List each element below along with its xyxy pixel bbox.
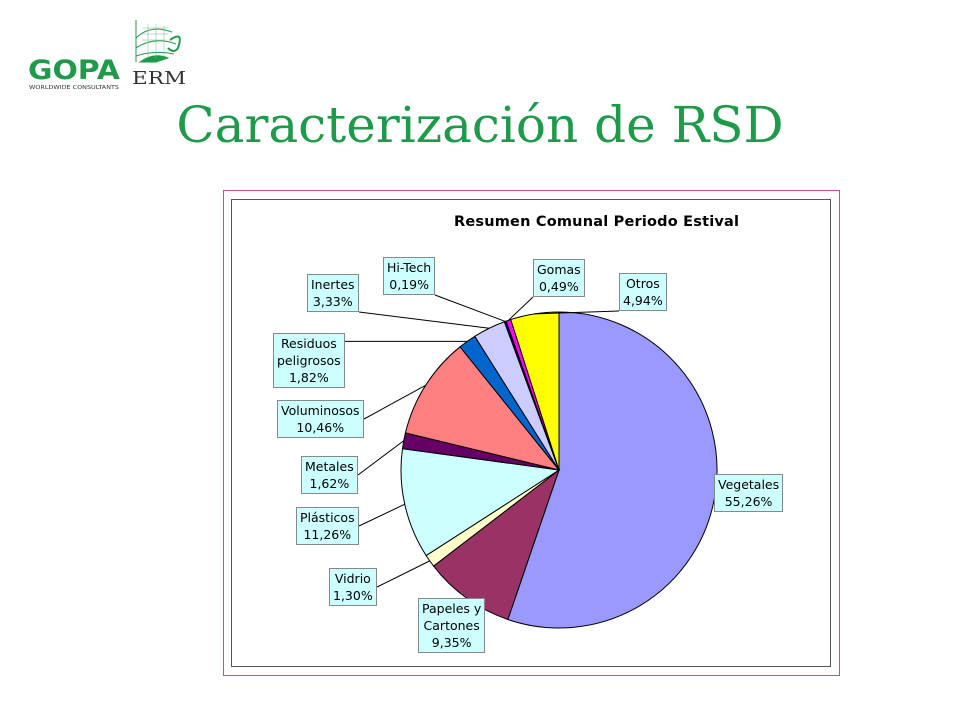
data-label-line: Vegetales <box>718 477 780 492</box>
data-label-line: 1,82% <box>288 370 329 385</box>
leader-line <box>508 296 534 321</box>
data-label-pl-sticos: Plásticos 11,26% <box>296 507 359 545</box>
data-label-otros: Otros 4,94% <box>619 273 667 311</box>
data-label-line: Papeles y <box>422 601 482 616</box>
chart-title: Resumen Comunal Periodo Estival <box>454 214 740 230</box>
data-label-line: 1,30% <box>333 588 373 603</box>
data-label-line: 9,35% <box>431 635 472 650</box>
data-label-hi-tech: Hi-Tech 0,19% <box>383 257 436 295</box>
leader-line <box>376 560 430 588</box>
data-label-line: 4,94% <box>623 293 663 308</box>
data-label-line: Voluminosos <box>281 403 360 418</box>
data-label-vidrio: Vidrio 1,30% <box>329 568 377 606</box>
erm-leaf-icon <box>135 20 181 63</box>
leader-line <box>358 503 405 527</box>
leader-line <box>357 440 405 476</box>
data-label-line: 10,46% <box>296 420 345 435</box>
data-label-line: Inertes <box>311 277 355 292</box>
chart-plot-area: Resumen Comunal Periodo Estival Vegetale… <box>231 199 831 667</box>
gopa-logo: GOPA WORLDWIDE CONSULTANTS <box>28 55 120 91</box>
data-label-metales: Metales 1,62% <box>301 456 358 494</box>
data-label-line: 0,19% <box>389 277 429 292</box>
gopa-logo-subtext: WORLDWIDE CONSULTANTS <box>29 85 119 91</box>
data-label-line: Hi-Tech <box>387 260 432 275</box>
data-label-line: Cartones <box>423 618 480 633</box>
data-label-residuos-peligrosos: Residuos peligrosos 1,82% <box>273 333 345 388</box>
gopa-logo-text: GOPA <box>28 55 120 86</box>
slide-title: Caracterización de RSD <box>176 96 784 154</box>
data-label-vegetales: Vegetales 55,26% <box>714 474 784 512</box>
leader-line <box>534 310 620 315</box>
pie-slice-pl-sticos <box>400 448 561 557</box>
data-label-line: Vidrio <box>334 571 371 586</box>
data-label-voluminosos: Voluminosos 10,46% <box>277 400 364 438</box>
data-label-line: Otros <box>625 276 660 291</box>
data-label-line: 0,49% <box>538 279 579 294</box>
data-label-line: Metales <box>305 459 354 474</box>
data-label-line: 1,62% <box>309 476 350 491</box>
data-label-gomas: Gomas 0,49% <box>533 259 585 297</box>
data-label-line: peligrosos <box>277 353 341 368</box>
data-label-line: Plásticos <box>300 510 355 525</box>
data-label-line: 11,26% <box>303 527 352 542</box>
data-label-papeles-y-cartones: Papeles y Cartones 9,35% <box>418 598 486 653</box>
erm-logo: ERM <box>132 20 186 89</box>
leader-line <box>363 384 426 420</box>
erm-logo-text: ERM <box>132 68 186 89</box>
pie-chart <box>345 294 718 629</box>
data-label-line: 3,33% <box>312 294 353 309</box>
chart-frame: Resumen Comunal Periodo Estival Vegetale… <box>223 190 840 676</box>
data-label-inertes: Inertes 3,33% <box>307 274 359 312</box>
leader-line <box>434 294 506 322</box>
data-label-line: Gomas <box>537 262 581 277</box>
data-label-line: Residuos <box>280 336 337 351</box>
leader-line <box>358 311 490 329</box>
data-label-line: 55,26% <box>724 494 773 509</box>
